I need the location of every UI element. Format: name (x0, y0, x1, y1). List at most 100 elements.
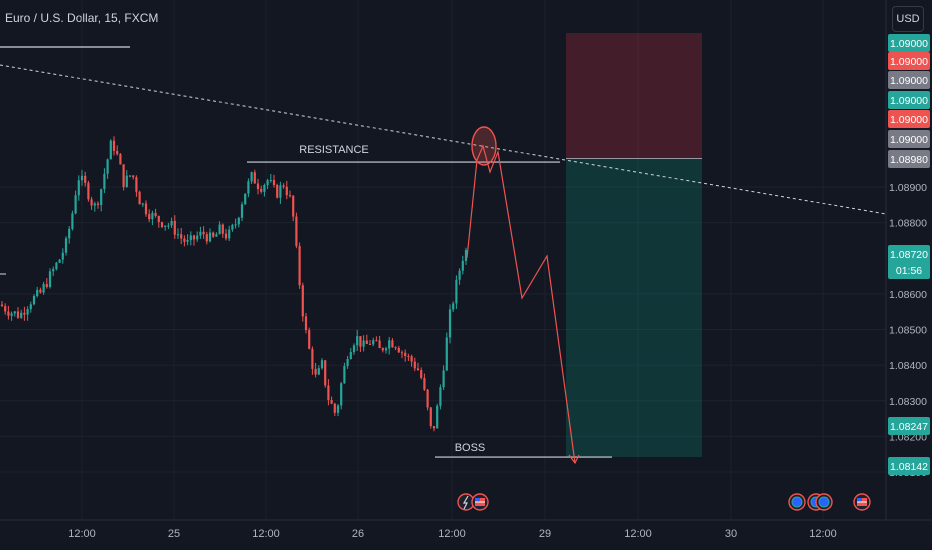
candle-body (26, 309, 29, 315)
candle-body (231, 224, 234, 230)
candle-body (224, 233, 228, 239)
y-tick-label: 1.08500 (889, 325, 927, 337)
y-tick-label: 1.08300 (889, 396, 927, 408)
candle-body (308, 330, 311, 349)
candle-body (154, 212, 157, 217)
candle-body (0, 304, 4, 307)
candle-body (311, 348, 314, 369)
candle-body (384, 348, 388, 351)
candle-body (196, 235, 199, 240)
candle-body (263, 185, 266, 192)
candle-body (455, 279, 458, 304)
x-tick-label: 12:00 (438, 528, 466, 540)
candle-body (144, 203, 148, 215)
price-axis[interactable]: 1.08900 1.08800 1.08600 1.08500 1.08400 1.083… (888, 34, 930, 479)
candle-body (64, 238, 68, 253)
candle-body (461, 260, 464, 271)
candle-body (141, 203, 144, 205)
candle-body (343, 365, 346, 384)
candle-body (20, 312, 23, 318)
price-badge-label: 1.08720 (890, 249, 928, 261)
candle-body (7, 311, 10, 316)
price-badge-label: 1.08247 (890, 421, 928, 433)
candle-body (250, 172, 253, 182)
y-tick-label: 1.08400 (889, 360, 927, 372)
candle-body (84, 175, 87, 183)
currency-button[interactable]: USD (892, 6, 924, 32)
candle-body (276, 185, 279, 198)
candle-body (135, 177, 138, 192)
candle-body (132, 175, 135, 178)
candle-body (346, 359, 349, 366)
candle-body (234, 224, 237, 226)
price-badge-label: 1.09000 (890, 75, 928, 87)
price-badge (888, 457, 930, 475)
candle-body (77, 180, 80, 196)
candle-body (394, 347, 397, 349)
candle-body (36, 289, 39, 297)
price-badge-label: 01:56 (896, 265, 922, 277)
position-zones (566, 33, 702, 458)
candle-body (413, 361, 416, 369)
boss-label: BOSS (455, 442, 486, 454)
candle-body (410, 356, 413, 362)
candle-body (420, 370, 423, 378)
candle-body (199, 231, 202, 236)
price-badge (888, 150, 930, 168)
candle-body (368, 343, 372, 345)
candle-body (327, 385, 330, 400)
candle-body (272, 180, 276, 186)
candle-body (266, 180, 269, 186)
candle-body (333, 403, 336, 413)
y-tick-label: 1.08800 (889, 218, 927, 230)
candle-body (164, 225, 167, 227)
candle-body (365, 340, 368, 344)
candle-body (80, 175, 84, 181)
candle-body (439, 387, 442, 406)
candle-body (71, 213, 74, 229)
candle-body (192, 235, 196, 240)
price-badge (888, 417, 930, 435)
candle-body (228, 229, 231, 239)
candle-body (237, 217, 240, 225)
candle-body (100, 189, 103, 206)
x-tick-label: 25 (168, 528, 180, 540)
candle-body (39, 289, 42, 293)
candle-body (13, 311, 16, 314)
candle-body (23, 312, 26, 315)
candle-body (128, 175, 132, 177)
time-axis[interactable]: 12:00 25 12:00 26 12:00 29 12:00 30 12:00 (68, 528, 837, 540)
candle-body (74, 195, 77, 214)
candle-body (279, 185, 282, 198)
candle-body (282, 185, 285, 187)
candle-body (362, 340, 365, 347)
candle-body (340, 383, 343, 406)
candle-body (32, 296, 36, 305)
candle-body (288, 195, 292, 197)
projected-path (466, 144, 576, 464)
candle-body (96, 203, 100, 206)
candle-body (116, 150, 119, 155)
candle-body (208, 232, 212, 242)
price-badge-label: 1.09000 (890, 114, 928, 126)
candle-body (93, 203, 96, 206)
candle-body (176, 234, 180, 236)
candle-body (426, 389, 429, 408)
candle-body (189, 235, 192, 241)
candle-body (356, 336, 359, 346)
candle-body (416, 368, 420, 371)
candle-body (448, 309, 452, 338)
candle-body (260, 188, 263, 192)
candle-body (292, 195, 295, 217)
price-badge (888, 52, 930, 70)
x-tick-label: 12:00 (252, 528, 280, 540)
x-tick-label: 12:00 (809, 528, 837, 540)
candle-body (436, 405, 439, 429)
price-badge (888, 91, 930, 109)
candle-body (212, 232, 215, 237)
candle-body (304, 316, 308, 331)
price-badge (888, 130, 930, 148)
candle-body (61, 252, 64, 260)
price-badge-label: 1.08142 (890, 461, 928, 473)
